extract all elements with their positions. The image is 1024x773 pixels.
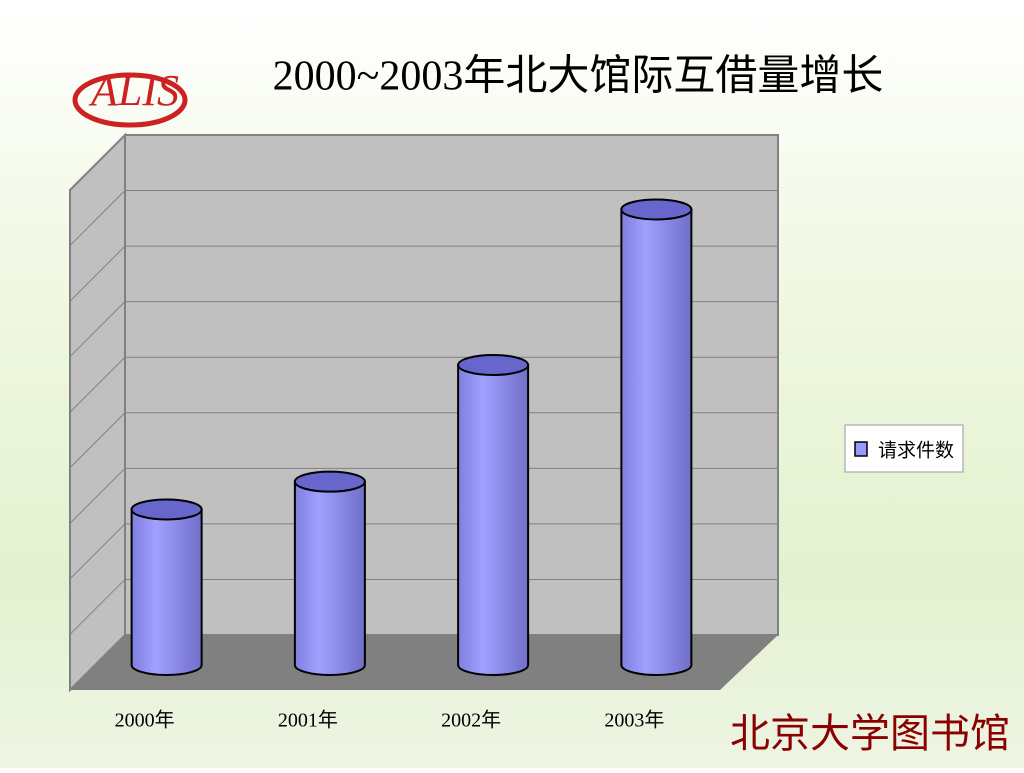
bar — [130, 498, 203, 676]
x-tick-label: 2001年 — [278, 709, 338, 732]
grid-line — [69, 523, 778, 580]
logo-ring — [72, 72, 188, 128]
grid-line — [69, 245, 778, 302]
grid-line — [69, 467, 778, 524]
legend-swatch — [854, 441, 868, 457]
grid-line — [69, 190, 778, 246]
bar-body — [620, 208, 693, 676]
logo-text: ALIS — [88, 66, 179, 115]
bar — [620, 198, 693, 676]
grid-line — [69, 301, 778, 358]
grid-line — [69, 412, 778, 469]
bar-body — [457, 364, 530, 676]
bar-body — [293, 480, 366, 676]
grid-line — [69, 578, 778, 635]
bar-top — [457, 354, 530, 376]
bar — [293, 470, 366, 676]
bar — [457, 354, 530, 676]
logo: ALIS — [72, 66, 188, 128]
bar-body — [130, 508, 203, 676]
grid-line — [69, 356, 778, 413]
x-tick-label: 2000年 — [115, 709, 175, 732]
floor — [70, 635, 778, 690]
x-tick-label: 2002年 — [441, 709, 501, 732]
bar-top — [130, 498, 203, 521]
x-tick-label: 2003年 — [604, 709, 664, 732]
bar-top — [293, 470, 366, 493]
bar-top — [620, 198, 693, 221]
chart-title: 2000~2003年北大馆际互借量增长 — [273, 53, 884, 100]
grid-line — [69, 134, 778, 191]
grid-line — [69, 634, 778, 691]
footer: 北京大学图书馆 — [730, 711, 1010, 756]
legend-label: 请求件数 — [878, 439, 954, 461]
